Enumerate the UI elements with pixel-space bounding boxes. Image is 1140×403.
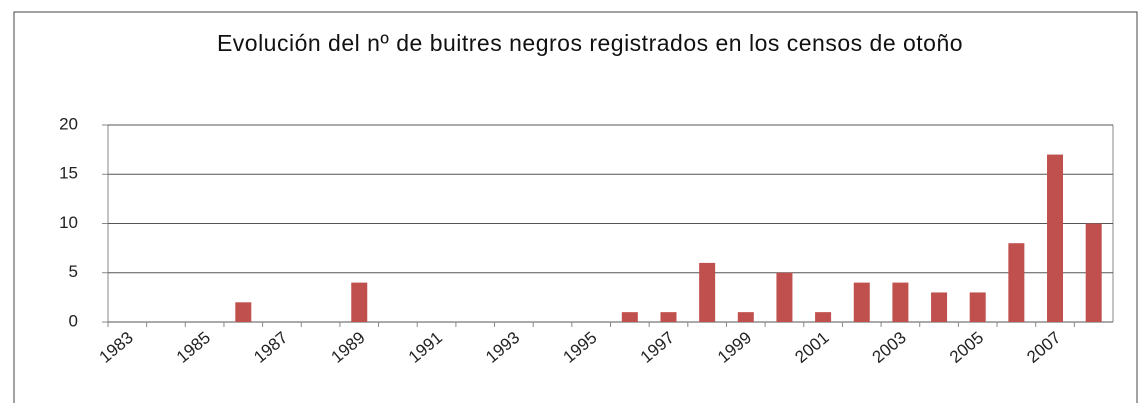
x-tick-label: 1995 <box>559 328 600 367</box>
x-tick-label: 1993 <box>482 328 523 367</box>
x-tick-label: 1999 <box>714 328 755 367</box>
chart-border <box>13 11 1138 403</box>
y-tick-label: 15 <box>59 164 78 183</box>
y-tick-label: 20 <box>59 114 78 133</box>
bar <box>1008 243 1025 322</box>
bar <box>892 282 909 322</box>
y-tick-label: 5 <box>69 262 78 281</box>
bar <box>621 312 638 322</box>
bar <box>1047 154 1064 322</box>
x-tick-label: 1997 <box>637 328 678 367</box>
bar <box>235 302 252 322</box>
x-tick-label: 2001 <box>791 328 832 367</box>
y-tick-label: 10 <box>59 213 78 232</box>
bar <box>931 292 948 322</box>
bar <box>1085 223 1102 322</box>
x-tick-label: 1983 <box>96 328 137 367</box>
x-tick-label: 2005 <box>946 328 987 367</box>
bar <box>815 312 832 322</box>
bar <box>699 262 716 322</box>
bar <box>853 282 870 322</box>
bar <box>969 292 986 322</box>
chart-title: Evolución del nº de buitres negros regis… <box>216 30 964 56</box>
bar <box>776 272 793 322</box>
bar <box>660 312 677 322</box>
bar <box>351 282 368 322</box>
x-tick-label: 2007 <box>1023 328 1064 367</box>
x-tick-label: 1991 <box>405 328 446 367</box>
x-tick-label: 1989 <box>328 328 369 367</box>
x-tick-label: 2003 <box>869 328 910 367</box>
x-tick-label: 1985 <box>173 328 214 367</box>
bar <box>737 312 754 322</box>
y-tick-label: 0 <box>69 311 78 330</box>
x-tick-label: 1987 <box>250 328 291 367</box>
